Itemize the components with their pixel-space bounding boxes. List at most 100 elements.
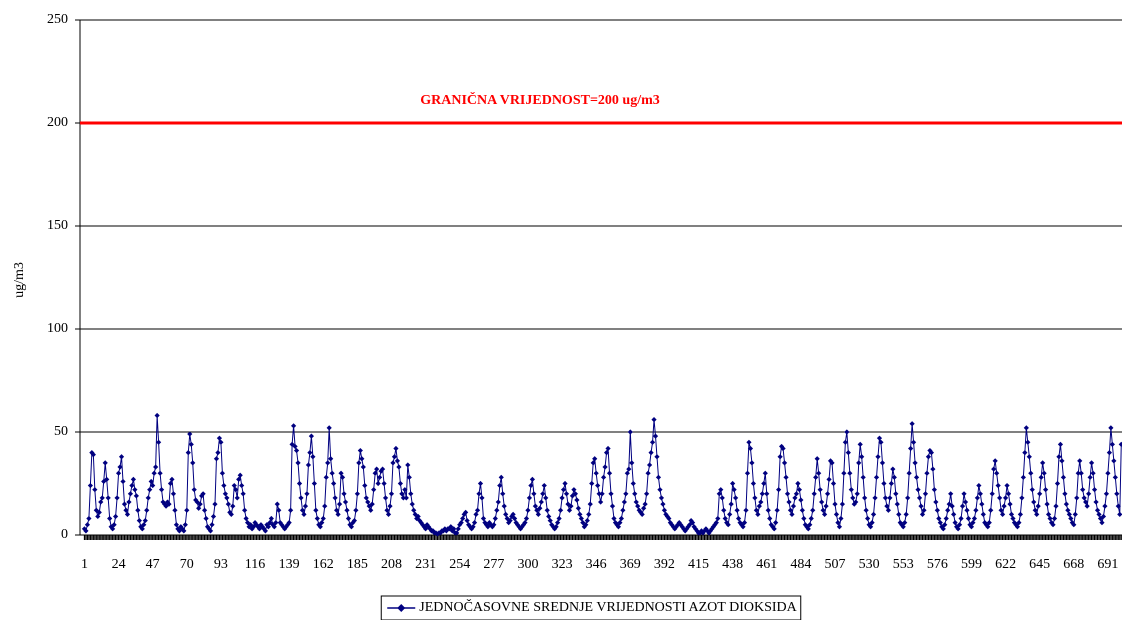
data-point bbox=[83, 528, 89, 534]
data-point bbox=[360, 464, 366, 470]
data-point bbox=[844, 429, 850, 435]
data-point bbox=[970, 520, 976, 526]
data-point bbox=[824, 491, 831, 497]
data-point bbox=[540, 491, 546, 497]
data-point bbox=[684, 526, 690, 532]
data-point bbox=[121, 501, 128, 507]
data-point bbox=[1001, 503, 1007, 509]
data-point bbox=[353, 507, 359, 513]
data-point bbox=[185, 450, 191, 456]
data-point bbox=[182, 522, 188, 528]
data-point bbox=[148, 478, 154, 485]
data-point bbox=[391, 454, 398, 460]
grid: 0 50 100 150 200 250 bbox=[47, 12, 1122, 542]
data-point bbox=[132, 487, 138, 493]
x-tick-label: 231 bbox=[415, 557, 436, 572]
data-point bbox=[682, 528, 688, 534]
x-tick-label: 254 bbox=[449, 557, 470, 572]
data-point bbox=[924, 470, 930, 476]
data-point bbox=[823, 503, 829, 509]
data-point bbox=[1008, 511, 1015, 517]
x-tick-label: 530 bbox=[859, 557, 880, 572]
data-point bbox=[1037, 491, 1043, 497]
data-point bbox=[233, 487, 239, 493]
data-point bbox=[338, 470, 344, 476]
data-point bbox=[627, 429, 633, 435]
data-point bbox=[167, 480, 174, 487]
data-point bbox=[936, 515, 942, 522]
data-point bbox=[903, 511, 909, 517]
data-point bbox=[862, 495, 868, 501]
data-point bbox=[112, 513, 119, 520]
x-tick-label: 438 bbox=[722, 557, 743, 572]
data-point bbox=[253, 522, 260, 528]
x-tick-label: 24 bbox=[112, 557, 126, 572]
x-tick-label: 576 bbox=[927, 557, 948, 572]
data-point bbox=[1016, 520, 1022, 526]
data-point bbox=[722, 515, 728, 522]
data-point bbox=[209, 522, 215, 528]
data-point bbox=[1083, 499, 1089, 505]
data-point bbox=[313, 507, 319, 513]
data-point bbox=[224, 495, 230, 501]
data-point bbox=[483, 522, 490, 528]
data-point bbox=[980, 511, 986, 517]
data-point bbox=[408, 491, 414, 497]
data-point bbox=[873, 474, 880, 480]
data-point bbox=[741, 520, 748, 526]
data-point bbox=[348, 524, 355, 530]
data-point bbox=[371, 487, 377, 493]
x-tick-label: 47 bbox=[146, 557, 160, 572]
data-point bbox=[1023, 425, 1029, 431]
data-point bbox=[520, 522, 527, 528]
data-point bbox=[491, 522, 497, 528]
x-tick-label: 93 bbox=[214, 557, 228, 572]
data-point bbox=[642, 501, 648, 507]
x-tick-label: 277 bbox=[483, 557, 504, 572]
data-point bbox=[225, 501, 231, 507]
data-point bbox=[543, 495, 549, 501]
data-point bbox=[531, 491, 537, 497]
data-point bbox=[468, 526, 475, 532]
data-point bbox=[443, 528, 449, 534]
data-point bbox=[611, 515, 617, 522]
data-point bbox=[158, 487, 165, 493]
data-point bbox=[1043, 487, 1049, 493]
data-point bbox=[829, 460, 835, 466]
data-point bbox=[212, 501, 218, 507]
data-point bbox=[620, 507, 626, 513]
data-point bbox=[222, 491, 228, 497]
y-tick-label: 250 bbox=[47, 12, 68, 27]
data-point bbox=[1118, 441, 1122, 447]
data-point bbox=[372, 470, 378, 476]
data-point bbox=[458, 520, 464, 526]
data-point bbox=[1096, 511, 1102, 517]
data-point bbox=[92, 487, 98, 493]
data-point bbox=[777, 454, 783, 460]
data-point bbox=[1105, 470, 1111, 476]
data-point bbox=[819, 499, 825, 505]
data-point bbox=[971, 515, 978, 522]
data-point bbox=[325, 460, 331, 466]
data-point bbox=[164, 499, 171, 505]
data-point bbox=[114, 495, 120, 501]
x-tick-label: 346 bbox=[586, 557, 607, 572]
data-point bbox=[618, 515, 624, 522]
data-point bbox=[884, 503, 890, 509]
data-point bbox=[213, 456, 220, 462]
data-point bbox=[1057, 441, 1064, 447]
data-point bbox=[271, 524, 277, 530]
data-point bbox=[820, 507, 826, 513]
data-point bbox=[887, 495, 893, 501]
data-point bbox=[557, 507, 564, 513]
data-point bbox=[98, 499, 104, 505]
data-point bbox=[319, 520, 325, 526]
data-point bbox=[649, 439, 656, 445]
data-point bbox=[660, 501, 666, 507]
data-point bbox=[1051, 515, 1058, 522]
data-point bbox=[86, 515, 92, 522]
data-point bbox=[1077, 458, 1083, 464]
data-point bbox=[1084, 503, 1090, 509]
data-point bbox=[93, 507, 99, 513]
data-point bbox=[1068, 515, 1074, 522]
